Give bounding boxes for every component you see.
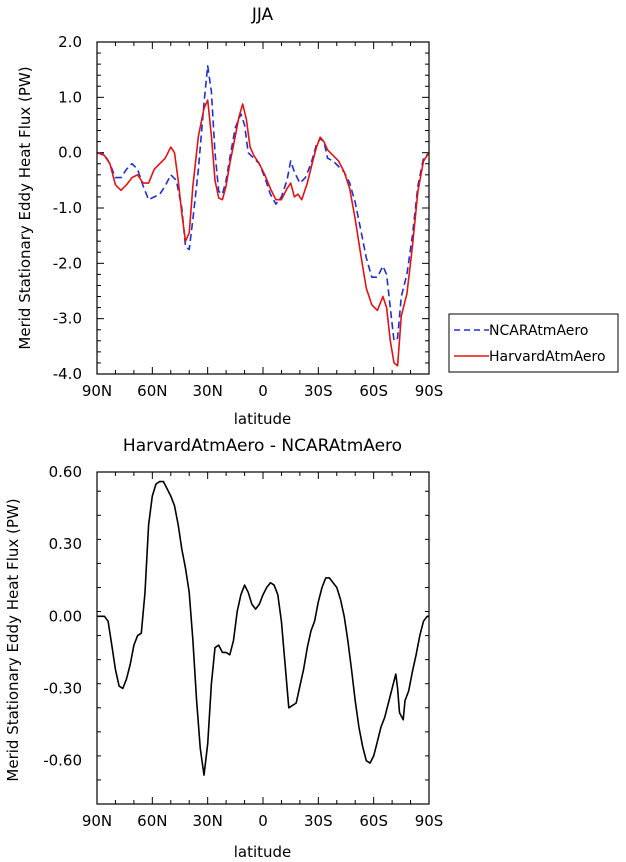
- top-x-tick-label: 30S: [304, 382, 333, 400]
- top-ticks: 90N 60N 30N 0 30S 60S 90S -4.0 -3.0 -2.0 -1.0 0.0 1.…: [53, 33, 444, 400]
- top-x-axis-title: latitude: [234, 410, 292, 428]
- bottom-x-axis-title: latitude: [234, 843, 292, 861]
- bottom-panel: HarvardAtmAero - NCARAtmAero 90N 60N 30N 0 3…: [4, 436, 443, 861]
- bottom-y-tick-label: -0.30: [43, 680, 82, 698]
- legend-label-harvard: HarvardAtmAero: [489, 349, 606, 365]
- bottom-x-tick-label: 90N: [82, 812, 112, 830]
- top-x-tick-label: 30N: [193, 382, 223, 400]
- bottom-y-axis-title: Merid Stationary Eddy Heat Flux (PW): [4, 498, 22, 781]
- bottom-x-tick-label: 90S: [415, 812, 444, 830]
- top-series-line-0: [96, 65, 430, 342]
- bottom-plot-frame: [96, 471, 430, 805]
- top-y-axis-title: Merid Stationary Eddy Heat Flux (PW): [16, 66, 34, 349]
- bottom-y-tick-label: 0.30: [49, 535, 82, 553]
- legend: NCARAtmAero HarvardAtmAero: [448, 313, 619, 373]
- top-x-tick-label: 90S: [415, 382, 444, 400]
- bottom-x-tick-label: 0: [258, 812, 268, 830]
- bottom-y-tick-label: 0.00: [49, 607, 82, 625]
- top-panel: JJA 90N 60N 30N 0 30S 60S 90S -4.0 -3.0 -2.0 -1.0 0…: [16, 5, 443, 428]
- bottom-x-tick-label: 30S: [304, 812, 333, 830]
- top-y-tick-label: -4.0: [53, 365, 82, 383]
- bottom-x-tick-label: 30N: [193, 812, 223, 830]
- top-plot-frame: [96, 41, 430, 375]
- top-x-tick-label: 90N: [82, 382, 112, 400]
- bottom-y-tick-label: 0.60: [49, 463, 82, 481]
- top-y-tick-label: -1.0: [53, 199, 82, 217]
- top-x-tick-label: 0: [258, 382, 268, 400]
- top-y-tick-label: 1.0: [58, 88, 82, 106]
- top-y-tick-label: -3.0: [53, 310, 82, 328]
- bottom-chart-title: HarvardAtmAero - NCARAtmAero: [123, 436, 402, 456]
- top-y-tick-label: 0.0: [58, 144, 82, 162]
- bottom-ticks: 90N 60N 30N 0 30S 60S 90S -0.60 -0.30 0.00 0.30 0.6…: [43, 463, 443, 830]
- top-series-line-1: [96, 99, 430, 367]
- bottom-y-tick-label: -0.60: [43, 752, 82, 770]
- top-y-tick-label: -2.0: [53, 254, 82, 272]
- bottom-x-tick-label: 60N: [137, 812, 167, 830]
- bottom-series-group: [97, 480, 429, 776]
- legend-label-ncar: NCARAtmAero: [489, 323, 588, 339]
- legend-box: [448, 313, 619, 373]
- top-chart-title: JJA: [251, 5, 274, 25]
- bottom-series-line-0: [97, 480, 429, 776]
- top-series-group: [96, 65, 430, 367]
- top-x-tick-label: 60S: [359, 382, 388, 400]
- bottom-x-tick-label: 60S: [359, 812, 388, 830]
- top-x-tick-label: 60N: [137, 382, 167, 400]
- top-y-tick-label: 2.0: [58, 33, 82, 51]
